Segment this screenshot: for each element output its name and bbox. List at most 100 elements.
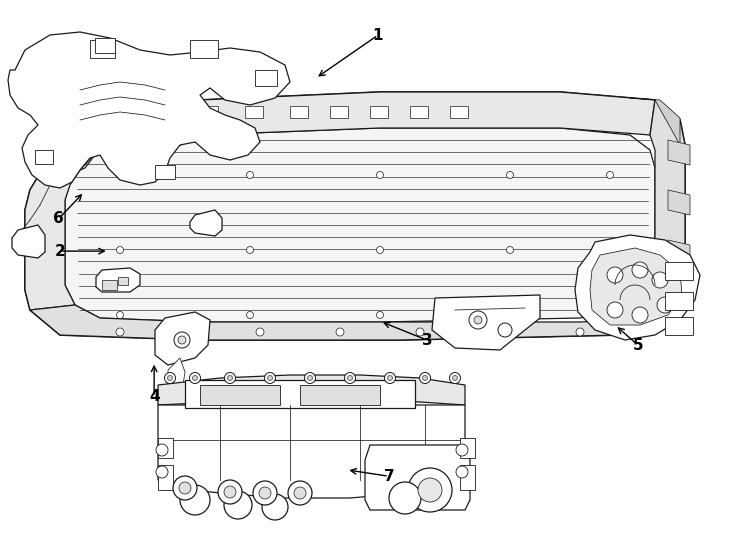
Polygon shape xyxy=(365,445,470,510)
Circle shape xyxy=(117,246,123,253)
Polygon shape xyxy=(668,240,690,265)
Bar xyxy=(330,106,348,118)
Circle shape xyxy=(288,481,312,505)
Circle shape xyxy=(117,172,123,179)
Bar xyxy=(665,262,693,280)
Circle shape xyxy=(247,312,253,319)
Circle shape xyxy=(420,373,431,383)
Polygon shape xyxy=(185,380,415,408)
Polygon shape xyxy=(30,305,650,340)
Circle shape xyxy=(388,375,393,381)
Polygon shape xyxy=(155,312,210,365)
Circle shape xyxy=(418,478,442,502)
Circle shape xyxy=(218,480,242,504)
Bar xyxy=(158,465,173,490)
Circle shape xyxy=(253,481,277,505)
Polygon shape xyxy=(85,92,655,148)
Bar xyxy=(300,385,380,405)
Circle shape xyxy=(456,444,468,456)
Circle shape xyxy=(496,328,504,336)
Polygon shape xyxy=(432,295,540,350)
Circle shape xyxy=(224,491,252,519)
Polygon shape xyxy=(620,100,685,335)
Bar xyxy=(255,70,277,86)
Polygon shape xyxy=(190,210,222,236)
Circle shape xyxy=(416,328,424,336)
Bar xyxy=(155,106,173,118)
Circle shape xyxy=(632,307,648,323)
Circle shape xyxy=(377,312,383,319)
Bar xyxy=(158,438,173,458)
Circle shape xyxy=(506,172,514,179)
Polygon shape xyxy=(25,145,100,310)
Circle shape xyxy=(174,332,190,348)
Circle shape xyxy=(606,312,614,319)
Polygon shape xyxy=(575,235,700,340)
Circle shape xyxy=(179,482,191,494)
Bar xyxy=(95,38,115,53)
Circle shape xyxy=(632,262,648,278)
Circle shape xyxy=(576,328,584,336)
Circle shape xyxy=(498,323,512,337)
Bar xyxy=(410,106,428,118)
Bar xyxy=(190,40,218,58)
Circle shape xyxy=(156,466,168,478)
Bar xyxy=(450,106,468,118)
Circle shape xyxy=(452,375,457,381)
Bar xyxy=(290,106,308,118)
Circle shape xyxy=(408,468,452,512)
Circle shape xyxy=(264,373,275,383)
Circle shape xyxy=(156,444,168,456)
Polygon shape xyxy=(668,140,690,165)
Bar xyxy=(665,292,693,310)
Circle shape xyxy=(262,494,288,520)
Circle shape xyxy=(176,328,184,336)
Polygon shape xyxy=(590,248,682,325)
Circle shape xyxy=(116,328,124,336)
Text: 4: 4 xyxy=(149,389,159,404)
Circle shape xyxy=(657,297,673,313)
Text: 6: 6 xyxy=(54,211,64,226)
Bar xyxy=(245,106,263,118)
Bar xyxy=(90,40,115,58)
Circle shape xyxy=(377,172,383,179)
Circle shape xyxy=(449,373,460,383)
Bar xyxy=(460,465,475,490)
Bar xyxy=(200,106,218,118)
Polygon shape xyxy=(668,190,690,215)
Polygon shape xyxy=(12,225,45,258)
Circle shape xyxy=(167,375,172,381)
Circle shape xyxy=(652,272,668,288)
Polygon shape xyxy=(630,98,680,145)
Circle shape xyxy=(224,486,236,498)
Circle shape xyxy=(308,375,313,381)
Circle shape xyxy=(606,172,614,179)
Circle shape xyxy=(606,246,614,253)
Circle shape xyxy=(344,373,355,383)
Circle shape xyxy=(192,375,197,381)
Circle shape xyxy=(178,336,186,344)
Circle shape xyxy=(636,328,644,336)
Text: 7: 7 xyxy=(384,469,394,484)
Polygon shape xyxy=(158,375,465,405)
Bar xyxy=(155,165,175,179)
Circle shape xyxy=(247,172,253,179)
Polygon shape xyxy=(90,130,120,150)
Bar xyxy=(35,150,53,164)
Polygon shape xyxy=(96,268,140,292)
Text: 3: 3 xyxy=(422,333,432,348)
Circle shape xyxy=(607,267,623,283)
Bar xyxy=(665,317,693,335)
Polygon shape xyxy=(158,405,465,498)
Text: 5: 5 xyxy=(633,338,644,353)
Circle shape xyxy=(228,375,233,381)
Circle shape xyxy=(607,302,623,318)
Text: 2: 2 xyxy=(55,244,65,259)
Circle shape xyxy=(377,246,383,253)
Circle shape xyxy=(336,328,344,336)
Polygon shape xyxy=(65,128,655,322)
Circle shape xyxy=(474,316,482,324)
Bar xyxy=(118,277,128,285)
Circle shape xyxy=(389,482,421,514)
Circle shape xyxy=(247,246,253,253)
